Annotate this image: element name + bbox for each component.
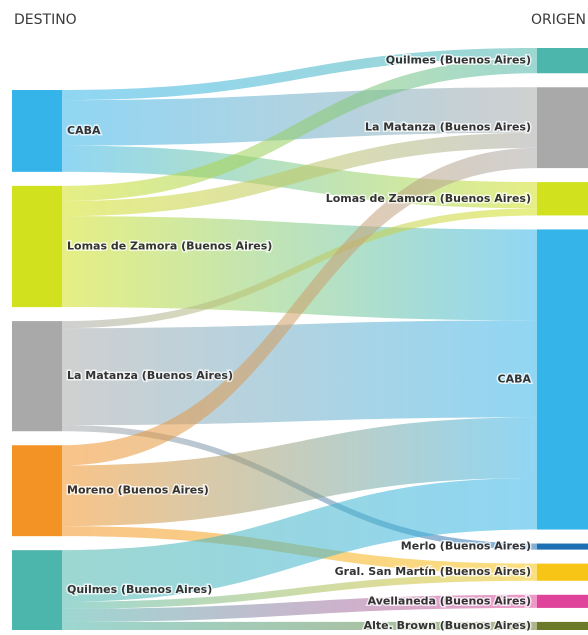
link <box>62 417 537 527</box>
link <box>62 58 537 202</box>
link <box>62 320 537 426</box>
link <box>62 132 537 217</box>
left-node <box>12 321 62 432</box>
link <box>62 621 537 630</box>
right-node <box>537 182 588 216</box>
left-node-label: La Matanza (Buenos Aires) <box>67 369 233 382</box>
right-node <box>537 563 588 581</box>
right-node-label: Alte. Brown (Buenos Aires) <box>364 619 531 632</box>
left-node <box>12 445 62 537</box>
right-node-label: Gral. San Martín (Buenos Aires) <box>335 565 531 578</box>
link <box>62 478 537 602</box>
right-node-label: Quilmes (Buenos Aires) <box>386 54 531 67</box>
left-node <box>12 90 62 172</box>
nodes: CABA Lomas de Zamora (Buenos Aires) La Mat… <box>12 48 588 633</box>
left-header: DESTINO <box>14 12 77 28</box>
left-node-label: CABA <box>67 124 101 137</box>
left-node-label: Quilmes (Buenos Aires) <box>67 583 212 596</box>
link <box>62 147 537 466</box>
right-node-label: CABA <box>498 372 532 385</box>
right-node <box>537 621 588 630</box>
link <box>62 87 537 146</box>
right-node <box>537 594 588 608</box>
right-node-label: La Matanza (Buenos Aires) <box>365 121 531 134</box>
right-node <box>537 48 588 74</box>
link <box>62 594 537 622</box>
left-node-label: Moreno (Buenos Aires) <box>67 484 209 497</box>
right-node-label: Lomas de Zamora (Buenos Aires) <box>326 192 531 205</box>
left-node <box>12 185 62 308</box>
right-header: ORIGEN <box>531 12 586 28</box>
right-node-label: Avellaneda (Buenos Aires) <box>368 594 531 607</box>
right-node-label: Merlo (Buenos Aires) <box>401 540 531 553</box>
left-node <box>12 550 62 630</box>
left-node-label: Lomas de Zamora (Buenos Aires) <box>67 239 272 252</box>
right-node <box>537 87 588 169</box>
link <box>62 48 537 101</box>
link <box>62 573 537 609</box>
link <box>62 208 537 329</box>
right-node <box>537 543 588 550</box>
right-node <box>537 229 588 530</box>
links <box>62 48 537 630</box>
